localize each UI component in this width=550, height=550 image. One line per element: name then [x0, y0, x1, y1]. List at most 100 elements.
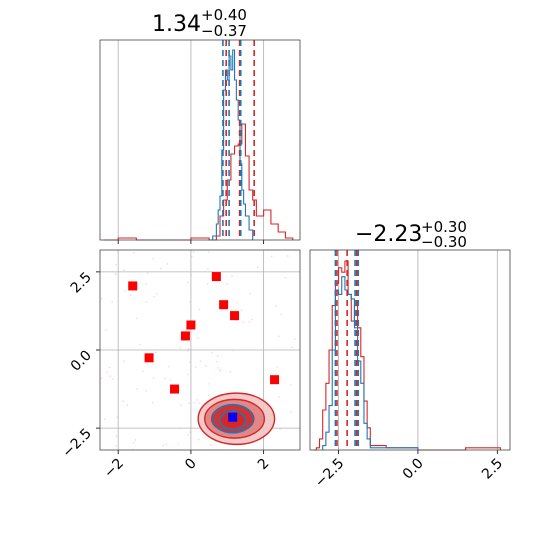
sample-point: [187, 373, 189, 376]
scatter-plot-area: [100, 250, 300, 450]
sample-point: [129, 294, 132, 297]
marker-red-square: [186, 320, 196, 330]
marker-red-square: [219, 300, 229, 310]
sample-point: [190, 255, 193, 258]
sample-point: [104, 418, 106, 420]
sample-point: [133, 252, 135, 254]
sample-point: [168, 365, 170, 368]
sample-point: [198, 402, 201, 404]
sample-point: [216, 355, 219, 357]
marker-red-square: [211, 272, 221, 282]
sample-point: [177, 442, 179, 445]
sample-point: [115, 444, 118, 447]
sample-point: [162, 444, 164, 447]
sample-point: [145, 301, 148, 303]
histogram-frame: [99, 39, 301, 241]
sample-point: [190, 274, 193, 277]
sample-point: [134, 439, 137, 441]
x-tick-label: 0: [182, 456, 200, 474]
sample-point: [169, 379, 172, 381]
sample-point: [276, 366, 278, 368]
sample-point: [142, 370, 144, 373]
sample-point: [207, 267, 209, 270]
sample-point: [135, 317, 138, 320]
x-tick-label: −2: [101, 456, 127, 482]
title-param2-lower: −0.30: [421, 233, 467, 251]
title-param2-value: −2.23: [355, 222, 422, 247]
sample-point: [188, 402, 190, 405]
sample-point: [248, 321, 251, 323]
sample-point: [146, 272, 149, 274]
sample-point: [192, 251, 195, 253]
sample-point: [123, 269, 125, 272]
sample-point: [106, 371, 108, 374]
sample-point: [115, 435, 118, 438]
sample-point: [216, 360, 218, 363]
sample-point: [219, 368, 222, 371]
y-tick-label: 2.5: [68, 269, 95, 296]
sample-point: [287, 255, 289, 257]
sample-point: [105, 329, 107, 331]
sample-point: [229, 370, 232, 373]
sample-point: [123, 360, 125, 362]
scatter-panel: −2 0 2 −2.5 0.0 2.5: [59, 249, 301, 482]
scatter-frame: [99, 249, 301, 451]
sample-point: [204, 364, 207, 367]
sample-point: [240, 309, 243, 312]
sample-point: [124, 290, 126, 293]
sample-point: [187, 434, 189, 436]
title-param1-value: 1.34: [152, 12, 201, 37]
sample-point: [275, 304, 278, 307]
marker-red-square: [270, 375, 280, 385]
sample-point: [152, 401, 154, 404]
sample-point: [256, 266, 259, 268]
sample-point: [114, 272, 117, 275]
sample-point: [165, 443, 167, 446]
sample-point: [280, 313, 283, 316]
title-param1-upper: +0.40: [201, 6, 247, 24]
marker-red-square: [170, 384, 180, 394]
sample-point: [155, 351, 157, 354]
sample-point: [210, 444, 212, 446]
histogram-series-blue: [209, 49, 254, 241]
sample-point: [136, 388, 139, 390]
x-tick-label: 2.5: [479, 456, 506, 483]
sample-point: [153, 295, 155, 298]
title-param2-upper: +0.30: [421, 218, 467, 236]
sample-point: [290, 411, 292, 413]
sample-point: [122, 400, 124, 403]
sample-point: [152, 257, 155, 260]
y-tick-label: 0.0: [68, 348, 95, 375]
histogram-panel-param2: −2.5 0.0 2.5: [309, 249, 511, 491]
sample-point: [190, 338, 193, 341]
sample-point: [198, 438, 200, 441]
sample-point: [187, 347, 190, 350]
sample-point: [194, 366, 197, 368]
sample-point: [236, 301, 238, 304]
sample-point: [189, 361, 191, 363]
sample-point: [208, 383, 211, 385]
sample-point: [278, 396, 281, 398]
contour-blue: [219, 410, 247, 431]
sample-point: [189, 301, 192, 304]
sample-point: [279, 428, 281, 430]
sample-point: [100, 377, 103, 379]
marker-red-square: [128, 281, 138, 291]
sample-point: [108, 366, 111, 369]
sample-point: [166, 263, 169, 265]
sample-point: [152, 377, 155, 379]
sample-point: [291, 346, 293, 348]
x-tick-label: −2.5: [312, 456, 347, 491]
sample-point: [206, 283, 209, 285]
sample-point: [278, 335, 280, 338]
sample-point: [112, 378, 114, 380]
title-param1-lower: −0.37: [201, 22, 247, 40]
sample-point: [117, 251, 119, 253]
contour-blue: [211, 403, 254, 434]
sample-point: [145, 283, 147, 285]
sample-point: [217, 367, 219, 369]
x-tick-label: 2: [255, 456, 273, 474]
marker-red-square: [180, 331, 190, 341]
sample-point: [293, 338, 296, 340]
x-tick-label: 0.0: [400, 456, 427, 483]
